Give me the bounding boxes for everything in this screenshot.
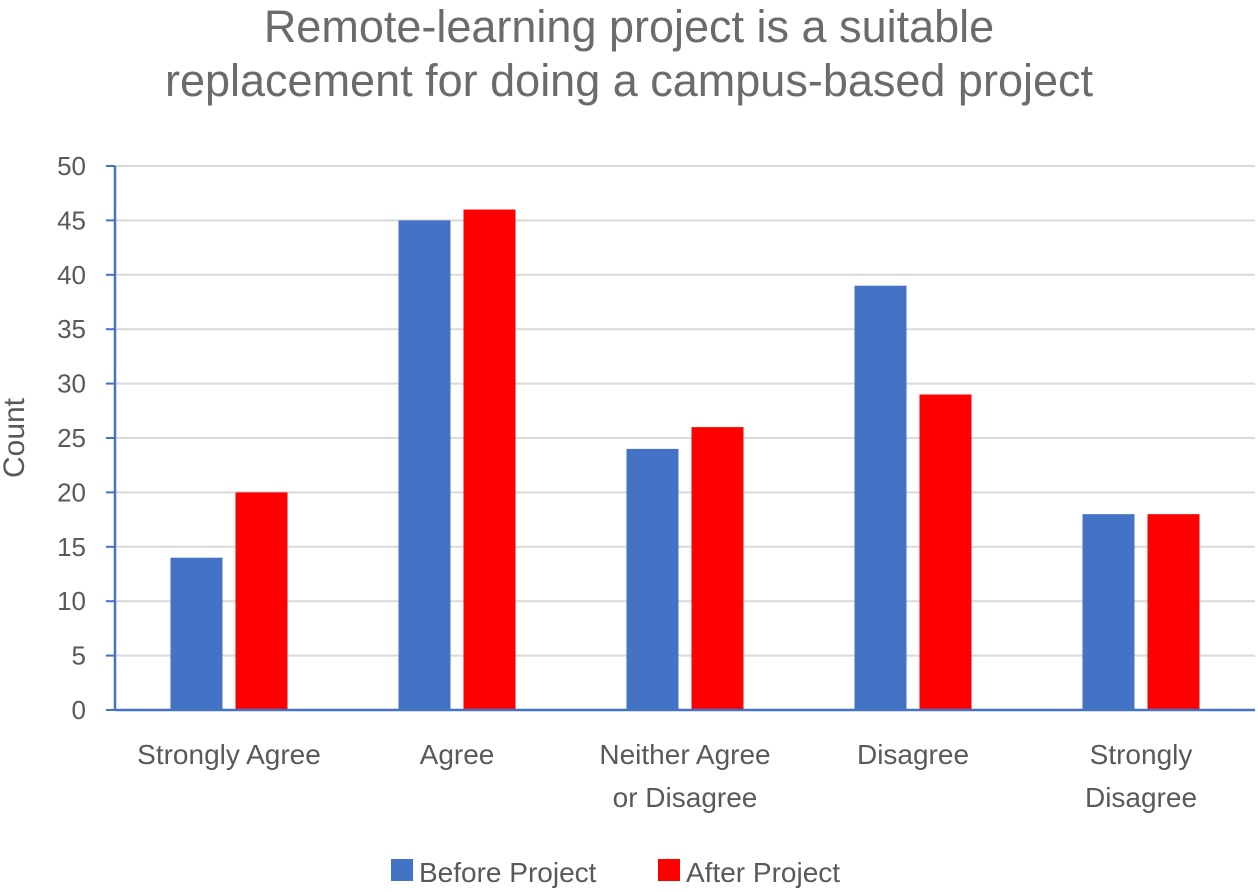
- bar-after-project: [691, 427, 744, 710]
- chart-title-line-2: replacement for doing a campus-based pro…: [164, 55, 1093, 106]
- bar-before-project: [854, 285, 907, 710]
- y-tick-label: 5: [72, 641, 86, 671]
- x-category-label: Strongly Agree: [137, 739, 321, 770]
- x-category-label: Neither Agree: [599, 739, 770, 770]
- bar-before-project: [1082, 514, 1135, 710]
- bar-after-project: [463, 209, 516, 710]
- x-category-label: Strongly: [1090, 739, 1193, 770]
- bar-before-project: [398, 220, 451, 710]
- y-tick-label: 40: [57, 260, 86, 290]
- y-tick-label: 35: [57, 314, 86, 344]
- y-tick-label: 50: [57, 151, 86, 181]
- bar-before-project: [170, 557, 223, 710]
- y-tick-label: 10: [57, 586, 86, 616]
- legend-swatch: [658, 859, 680, 881]
- y-axis-title: Count: [0, 397, 31, 478]
- bar-after-project: [919, 394, 972, 710]
- y-tick-label: 45: [57, 205, 86, 235]
- bar-after-project: [1147, 514, 1200, 710]
- y-tick-label: 0: [72, 695, 86, 725]
- bar-before-project: [626, 448, 679, 710]
- legend-swatch: [391, 859, 413, 881]
- bar-after-project: [235, 492, 288, 710]
- y-tick-label: 25: [57, 423, 86, 453]
- y-tick-label: 30: [57, 369, 86, 399]
- legend-label: Before Project: [419, 857, 597, 888]
- legend-label: After Project: [686, 857, 840, 888]
- chart-title: Remote-learning project is a suitable re…: [0, 0, 1258, 108]
- y-tick-label: 15: [57, 532, 86, 562]
- x-category-label: Agree: [420, 739, 495, 770]
- y-tick-label: 20: [57, 477, 86, 507]
- chart-title-line-1: Remote-learning project is a suitable: [263, 1, 995, 52]
- x-category-label: Disagree: [857, 739, 969, 770]
- x-category-label: Disagree: [1085, 782, 1197, 813]
- x-category-label: or Disagree: [613, 782, 758, 813]
